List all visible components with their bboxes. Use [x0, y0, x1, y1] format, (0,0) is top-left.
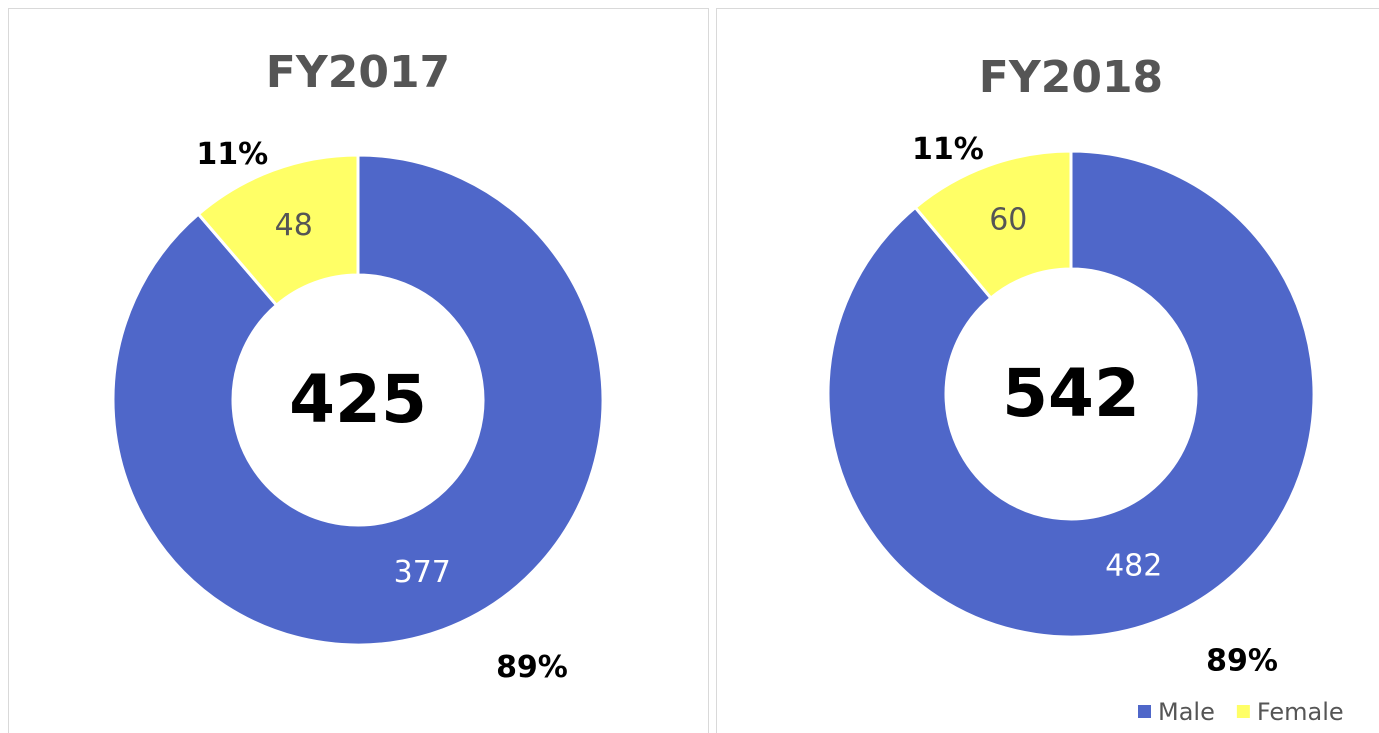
total-label: 425: [289, 361, 427, 438]
donut-slice: [913, 149, 1073, 301]
value-label: 60: [989, 203, 1027, 238]
percent-label: 11%: [912, 132, 984, 167]
total-label: 542: [1002, 355, 1140, 432]
percent-label: 89%: [496, 650, 568, 685]
chart-title: FY2017: [266, 47, 450, 98]
legend-label: Male: [1158, 698, 1215, 726]
chart-title: FY2018: [979, 52, 1163, 103]
legend-label: Female: [1257, 698, 1344, 726]
donut-slice: [826, 149, 1316, 639]
percent-label: 89%: [1206, 644, 1278, 679]
donut-slice: [111, 153, 605, 647]
value-label: 482: [1105, 548, 1162, 583]
value-label: 377: [394, 555, 451, 590]
percent-label: 11%: [196, 137, 268, 172]
value-label: 48: [275, 208, 313, 243]
legend-swatch: [1138, 705, 1151, 718]
donut-slice: [196, 153, 360, 308]
legend-swatch: [1236, 705, 1250, 718]
